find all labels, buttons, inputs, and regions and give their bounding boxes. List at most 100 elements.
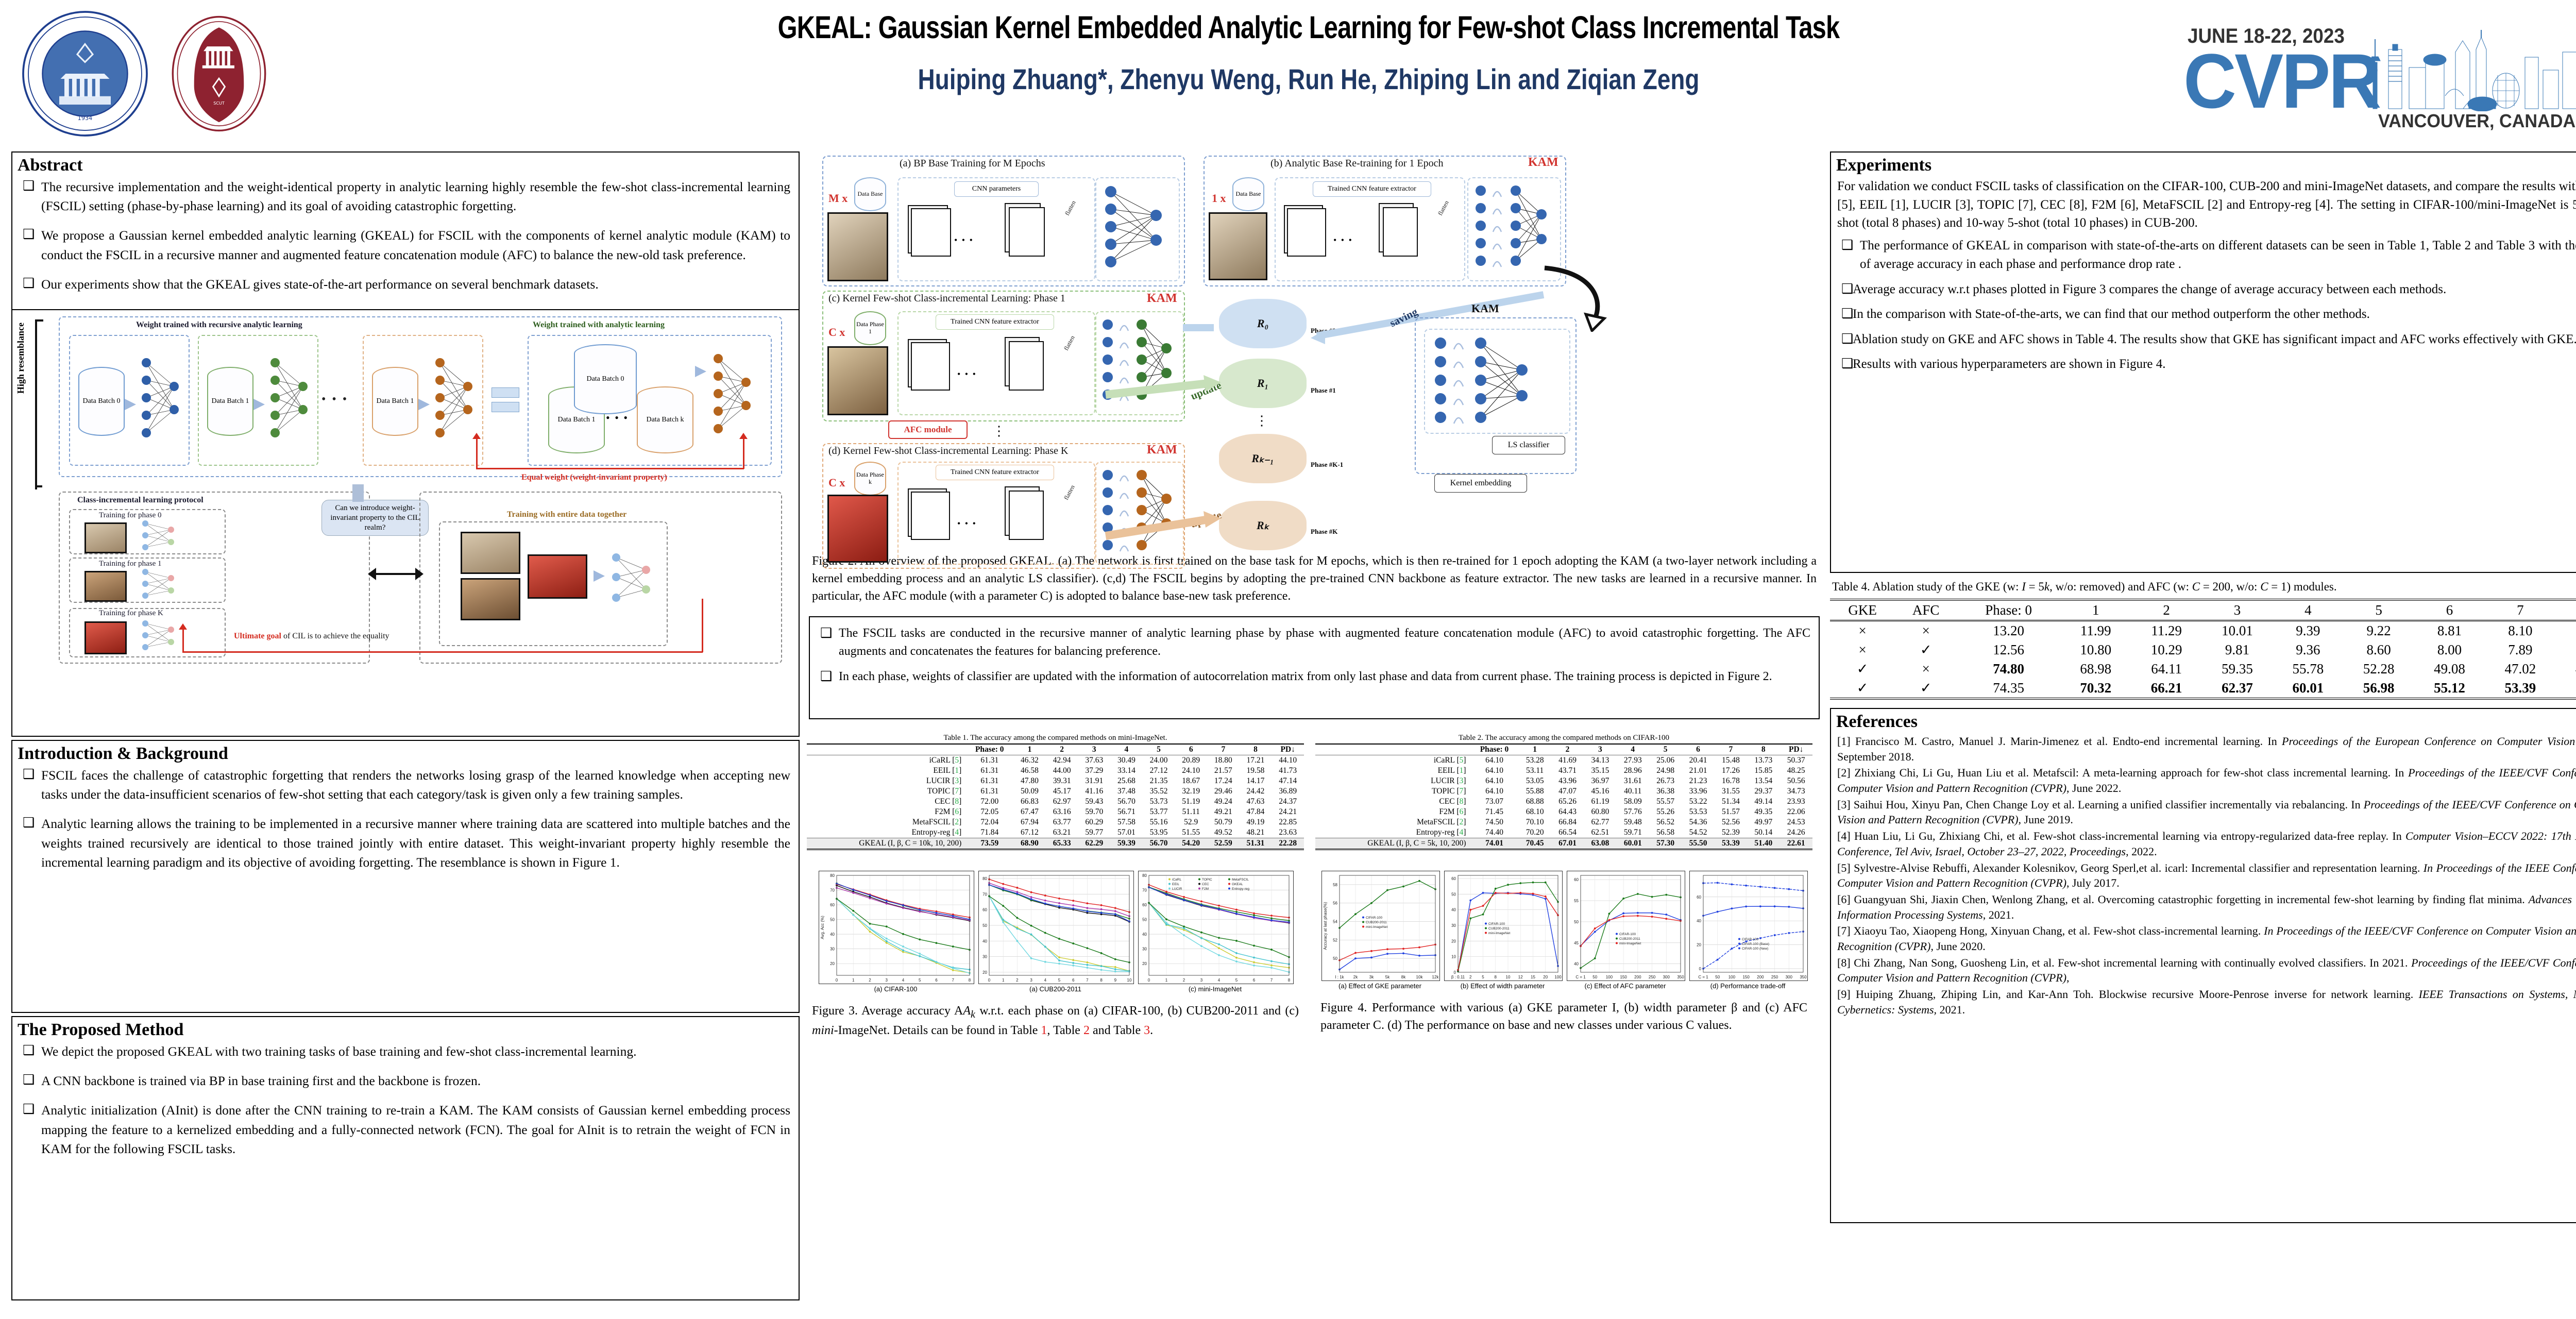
table-header: 8 (1761, 745, 1766, 754)
table-cell: 74.80 (1993, 661, 2024, 677)
figure2-db-d: Data Phase k (854, 462, 886, 496)
svg-text:45: 45 (1574, 941, 1579, 945)
table-cell: 51.57 (1721, 807, 1740, 817)
table-cell: 61.31 (980, 776, 999, 786)
table-cell: 73.59 (965, 838, 1014, 851)
table-row: iCaRL [5] 64.10 53.28 41.69 34.13 27.93 25.06 2… (1315, 755, 1812, 766)
svg-text:50: 50 (830, 918, 835, 922)
table-cell-method: iCaRL [5] (1433, 756, 1466, 765)
table-cell: 44.10 (1279, 756, 1297, 765)
cvpr-city: VANCOUVER, CANADA (2378, 110, 2576, 131)
svg-text:30: 30 (1142, 947, 1147, 952)
table-row: EEIL [1] 64.10 53.11 43.71 35.15 28.96 24.98 21… (1315, 766, 1812, 776)
table-cell: 64.11 (2151, 661, 2182, 677)
figure2-db-b: Data Base (1232, 177, 1264, 211)
svg-text:SCUT: SCUT (213, 101, 225, 106)
table-cell: 7.99 (2556, 621, 2576, 641)
experiments-bullet: Results with various hyperparameters are… (1839, 354, 2576, 374)
table-cell: 25.68 (1117, 776, 1136, 786)
table-cell: 64.10 (1485, 787, 1503, 796)
table-cell: 53.28 (1526, 756, 1544, 765)
figure2-mult-b: 1 x (1212, 192, 1226, 205)
chart-plot-area: 20 30 40 50 60 70 80 0 1 2 3 4 5 6 7 8 9 10 (978, 871, 1134, 985)
table2-caption: Table 2. The accuracy among the compared… (1458, 734, 1670, 742)
svg-text:300: 300 (1663, 975, 1670, 979)
experiments-title: Experiments (1836, 156, 1932, 175)
table-cell: 67.94 (1021, 818, 1039, 827)
table-cell: 51.21 (2555, 679, 2576, 700)
figure2-cnn-extractor: Trained CNN feature extractor (936, 465, 1054, 480)
svg-text:20: 20 (982, 970, 987, 975)
svg-text:3: 3 (1030, 978, 1032, 983)
svg-text:100: 100 (1605, 975, 1613, 979)
table-cell: 10.80 (2080, 642, 2112, 657)
table-cell: 10.01 (2222, 623, 2253, 638)
neural-net-icon (1105, 186, 1162, 267)
reference-item: [9] Huiping Zhuang, Zhiping Lin, and Kar… (1837, 988, 2576, 1016)
table-cell: 48.21 (1246, 828, 1265, 837)
svg-text:60: 60 (982, 908, 987, 912)
table-cell: 64.10 (1485, 756, 1503, 765)
abstract-bullet: Our experiments show that the GKEAL give… (21, 274, 790, 294)
method-bullet: We depict the proposed GKEAL with two tr… (21, 1041, 790, 1061)
svg-text:80: 80 (1142, 873, 1147, 878)
table-cell: 8.81 (2437, 623, 2462, 638)
chart: 20 30 40 50 60 70 80 0 1 2 3 4 5 6 7 8 Avg. Acc (%) (a) C… (818, 871, 974, 993)
table-cell-method: LUCIR [3] (1431, 776, 1466, 786)
references-section: References [1] Francisco M. Castro, Manu… (1830, 708, 2576, 1223)
table-cell: 36.97 (1591, 776, 1609, 786)
gz-campus-logo-icon: SCUT (172, 15, 266, 132)
table-cell: 9.39 (2296, 623, 2320, 638)
table-cell: 47.02 (2504, 661, 2536, 677)
table-cell: 35.52 (1149, 787, 1168, 796)
svg-text:10: 10 (1127, 978, 1131, 983)
table-cell: 59.71 (1623, 828, 1642, 837)
figure2-db-a: Data Base (854, 177, 886, 211)
chart: 40 45 50 55 60 C = 1 50 100 150 200 250 300 350 CIFAR… (1566, 871, 1685, 990)
svg-text:60: 60 (1574, 877, 1579, 882)
table-cell-mark: ✓ (1920, 642, 1932, 657)
svg-text:GKEAL: GKEAL (1232, 883, 1243, 886)
table-cell: 53.39 (1714, 838, 1748, 851)
figure2-ellipsis: • • • (957, 369, 977, 379)
figure1-left-label: Weight trained with recursive analytic l… (136, 320, 302, 330)
reference-item: [2] Zhixiang Chi, Li Gu, Huan Liu et al.… (1837, 766, 2576, 795)
abstract-title: Abstract (18, 156, 83, 175)
svg-text:Accuracy at last phase(%): Accuracy at last phase(%) (1323, 902, 1328, 950)
figure2-dog-photo (1209, 212, 1267, 280)
svg-text:0: 0 (835, 978, 838, 983)
table-cell: 74.01 (1470, 838, 1519, 851)
svg-text:0: 0 (1147, 978, 1150, 983)
table-cell: 68.98 (2080, 661, 2112, 677)
table-cell: 57.58 (1117, 818, 1136, 827)
table-cell: 68.10 (1526, 807, 1544, 817)
table-cell: 23.63 (1279, 828, 1297, 837)
table2: Phase: 0 1 2 3 4 5 6 7 8 PD↓ iCaRL [5] 64.10 53.28 4… (1315, 743, 1812, 851)
left-column: Abstract The recursive implementation an… (11, 151, 800, 1300)
svg-text:60: 60 (1142, 903, 1147, 907)
table-cell: 21.57 (1214, 766, 1232, 775)
table-cell: 66.83 (1021, 797, 1039, 806)
table-cell: 14.17 (1246, 776, 1265, 786)
table-cell: 13.73 (1754, 756, 1773, 765)
svg-text:52: 52 (1333, 938, 1337, 943)
chart-plot-area: 40 45 50 55 60 C = 1 50 100 150 200 250 300 350 CIFAR… (1566, 871, 1685, 982)
svg-text:8: 8 (1287, 978, 1290, 983)
table4-wrapper: Table 4. Ablation study of the GKE (w: I… (1830, 580, 2576, 700)
table-cell: 48.25 (1787, 766, 1805, 775)
table-cell: 20.41 (1689, 756, 1707, 765)
svg-text:4: 4 (1044, 978, 1046, 983)
figure1-ellipsis: • • • (321, 393, 349, 407)
table-cell: 55.26 (1656, 807, 1675, 817)
table-cell: 22.06 (1787, 807, 1805, 817)
table-cell: 49.52 (1214, 828, 1232, 837)
chart: 20 30 40 50 60 70 80 0 1 2 3 4 5 6 7 8 9 10 (a) CUB200-201… (978, 871, 1134, 993)
svg-text:20: 20 (830, 961, 835, 966)
kam-detail-icon (1435, 337, 1528, 424)
table-cell: 32.19 (1182, 787, 1200, 796)
svg-text:10k: 10k (1416, 975, 1423, 979)
table-cell: 67.12 (1021, 828, 1039, 837)
tables-row: Table 1. The accuracy among the compared… (807, 733, 1822, 851)
table-cell: 59.39 (1110, 838, 1143, 851)
